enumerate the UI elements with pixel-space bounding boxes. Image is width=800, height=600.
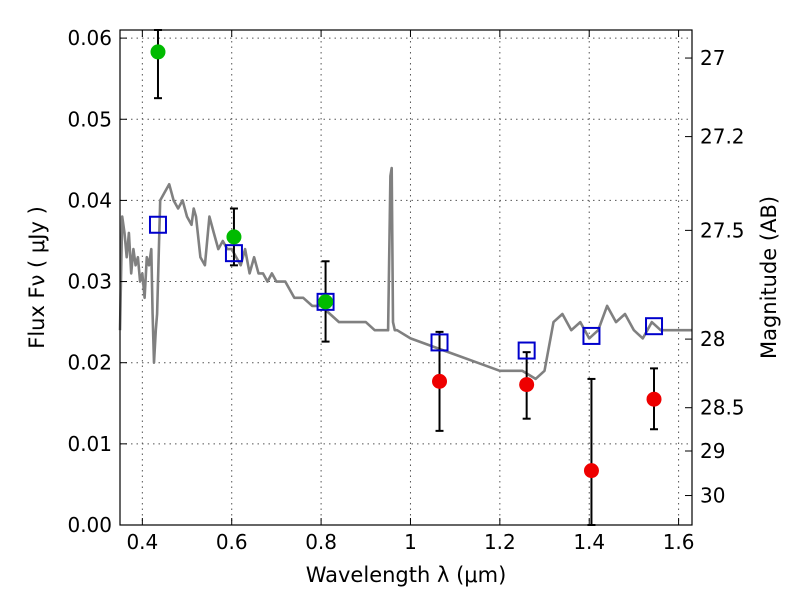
upper-limit-point [519,377,535,393]
x-tick-label: 1 [404,530,417,554]
y-tick-label: 0.01 [67,432,112,456]
x-tick-label: 1.6 [663,530,695,554]
y-tick-label: 0.02 [67,351,112,375]
right-axis-label: Magnitude (AB) [757,196,781,359]
upper-limit-error-bar [587,377,596,526]
x-tick-label: 0.6 [216,530,248,554]
y-tick-label: 0.04 [67,188,112,212]
model-spectrum-line [118,166,692,381]
detection-error-bar [153,29,162,100]
grid-lines [120,30,692,526]
model-flux-square [517,341,536,360]
mag-tick-label: 27.2 [700,125,745,149]
y-tick-label: 0.00 [67,513,112,537]
mag-tick-label: 29 [700,439,725,463]
detection-point [226,229,242,245]
model-spectrum [118,166,692,381]
y-tick-label: 0.05 [67,107,112,131]
axis-ticks: 0.4 0.6 0.8 1 1.2 1.4 1.6 0.00 0.01 0.02 0.03 0.04 0… [67,26,744,554]
x-tick-label: 0.8 [305,530,337,554]
mag-tick-label: 30 [700,484,725,508]
mag-tick-label: 27.5 [700,218,745,242]
model-flux-square [430,333,449,352]
x-tick-label: 0.4 [126,530,158,554]
model-flux-square [224,244,243,263]
y-axis-label: Flux Fν ( μJy ) [25,206,49,349]
detection-point [318,294,334,310]
y-tick-label: 0.03 [67,270,112,294]
mag-tick-label: 28 [700,327,725,351]
plot-frame [119,29,693,526]
upper-limit-point [583,463,599,479]
mag-tick-label: 28.5 [700,396,745,420]
upper-limit-point [432,373,448,389]
x-tick-label: 1.2 [484,530,516,554]
model-flux-square [148,215,167,234]
model-flux-square [645,317,664,336]
x-axis-label: Wavelength λ (μm) [306,563,507,587]
x-tick-label: 1.4 [573,530,605,554]
model-flux-square [582,326,601,345]
upper-limit-point [646,391,662,407]
mag-tick-label: 27 [700,46,725,70]
data-markers [148,44,664,479]
y-tick-label: 0.06 [67,26,112,50]
error-bars [153,29,659,526]
detection-point [150,44,166,60]
model-flux-square [316,292,335,311]
